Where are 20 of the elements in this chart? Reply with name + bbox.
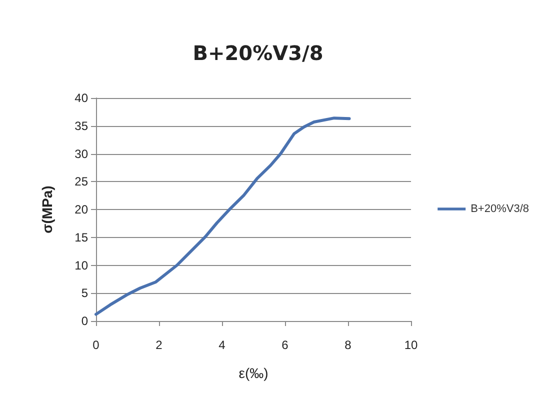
- x-axis-title: ε(‰): [238, 365, 268, 381]
- x-tick-label: 2: [156, 338, 163, 352]
- y-tick-label: 30: [74, 146, 88, 161]
- x-tick-label: 6: [282, 338, 289, 352]
- line-series: [94, 116, 351, 316]
- y-tick-label: 0: [81, 314, 88, 328]
- x-tick-label: 10: [404, 338, 418, 352]
- y-tick-label: 40: [74, 91, 88, 105]
- x-tick-label: 8: [344, 338, 352, 352]
- x-tick-label: 0: [92, 338, 100, 352]
- legend-label: B+20%V3/8: [470, 203, 529, 215]
- y-axis-title: σ(MPa): [39, 186, 55, 234]
- y-tick-label: 10: [74, 258, 88, 272]
- x-tick-label: 4: [218, 338, 226, 352]
- y-tick-label: 25: [74, 174, 88, 189]
- y-tick-label: 20: [74, 202, 88, 216]
- chart-title: B+20%V3/8: [192, 41, 324, 65]
- y-tick-label: 5: [81, 286, 88, 300]
- y-tick-label: 35: [74, 118, 88, 133]
- y-tick-label: 15: [74, 230, 88, 244]
